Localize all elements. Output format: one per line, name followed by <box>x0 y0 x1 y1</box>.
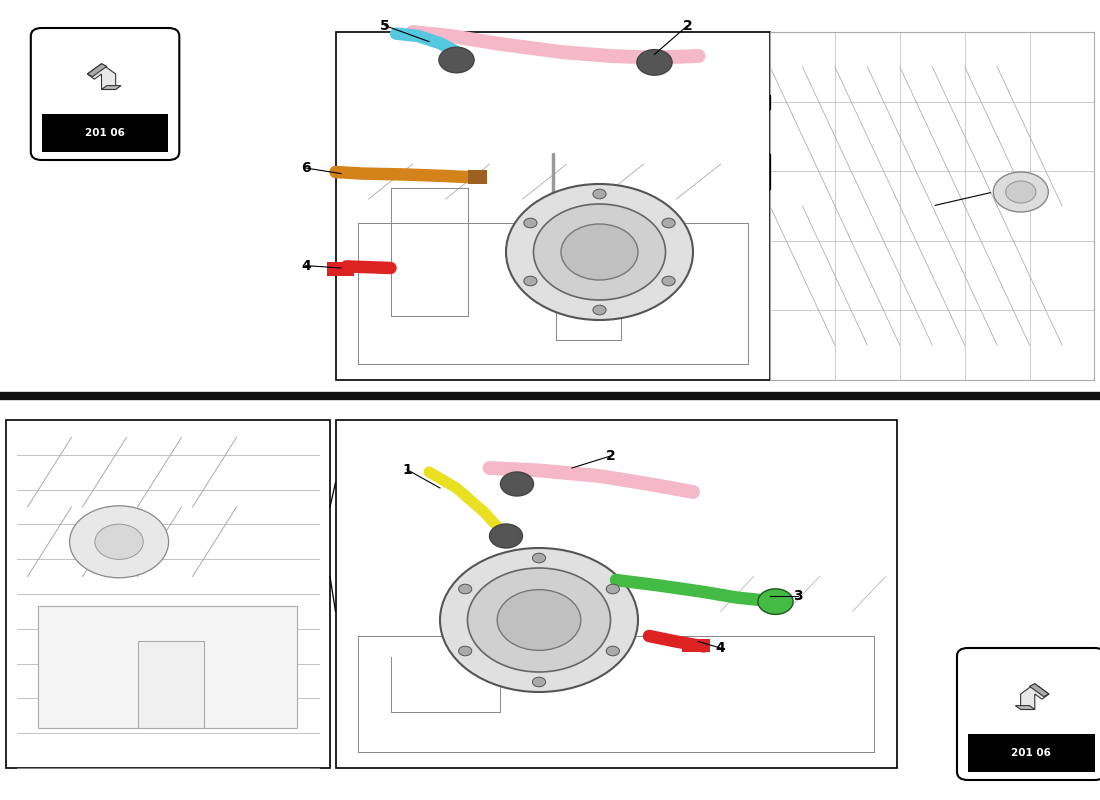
Circle shape <box>490 524 522 548</box>
Text: 2: 2 <box>683 18 692 33</box>
Bar <box>6 420 330 768</box>
Text: 3: 3 <box>793 589 802 603</box>
Circle shape <box>993 172 1048 212</box>
Bar <box>39 606 297 728</box>
Polygon shape <box>87 64 116 90</box>
Circle shape <box>524 218 537 228</box>
Circle shape <box>593 190 606 198</box>
Text: a 2Parts.com: a 2Parts.com <box>539 160 737 272</box>
Circle shape <box>497 590 581 650</box>
Bar <box>42 114 168 152</box>
Circle shape <box>468 568 610 672</box>
Bar <box>682 639 710 652</box>
Circle shape <box>561 224 638 280</box>
Circle shape <box>532 554 546 563</box>
Text: 1: 1 <box>403 462 411 477</box>
Circle shape <box>524 276 537 286</box>
Circle shape <box>459 646 472 656</box>
Bar <box>327 262 354 276</box>
Circle shape <box>1005 181 1036 203</box>
Circle shape <box>506 184 693 320</box>
Bar <box>968 734 1094 772</box>
FancyBboxPatch shape <box>31 28 179 160</box>
Polygon shape <box>1021 684 1049 710</box>
Circle shape <box>532 677 546 686</box>
Bar <box>336 32 770 380</box>
Circle shape <box>534 204 666 300</box>
Text: 5: 5 <box>381 18 389 33</box>
Text: 6: 6 <box>301 161 310 175</box>
Circle shape <box>500 472 534 496</box>
Bar <box>468 170 487 184</box>
Circle shape <box>662 218 675 228</box>
Polygon shape <box>1015 706 1035 710</box>
FancyBboxPatch shape <box>957 648 1100 780</box>
Text: 2: 2 <box>606 449 615 463</box>
Polygon shape <box>101 86 121 90</box>
Circle shape <box>593 305 606 314</box>
Bar <box>336 420 896 768</box>
Circle shape <box>662 276 675 286</box>
Circle shape <box>606 646 619 656</box>
Circle shape <box>69 506 168 578</box>
Text: 201 06: 201 06 <box>85 128 125 138</box>
Text: 4: 4 <box>301 258 310 273</box>
Polygon shape <box>1030 684 1049 697</box>
Circle shape <box>440 548 638 692</box>
Circle shape <box>95 524 143 559</box>
Text: 201 06: 201 06 <box>1011 748 1052 758</box>
Circle shape <box>459 584 472 594</box>
Text: a 2Parts.com: a 2Parts.com <box>451 528 649 640</box>
Text: 4: 4 <box>716 641 725 655</box>
Polygon shape <box>87 64 107 77</box>
Circle shape <box>637 50 672 75</box>
Circle shape <box>758 589 793 614</box>
Circle shape <box>606 584 619 594</box>
Circle shape <box>439 47 474 73</box>
Bar <box>138 641 204 728</box>
